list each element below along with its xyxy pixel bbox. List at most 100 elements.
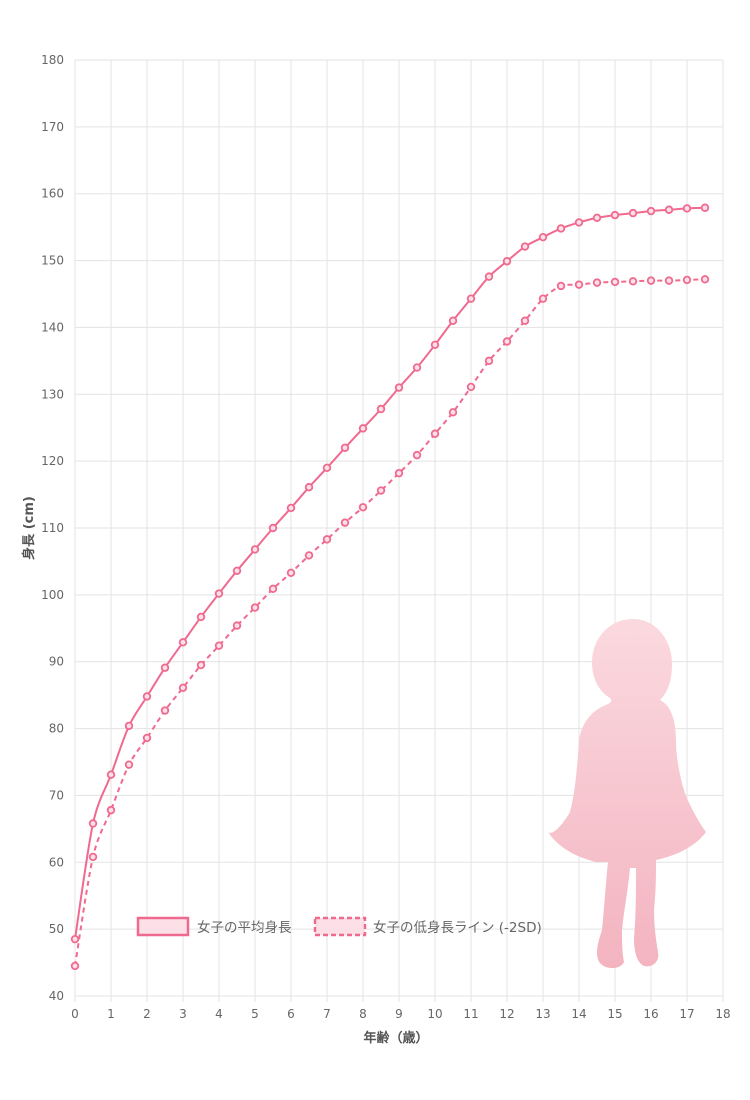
legend-swatch-solid (136, 916, 190, 937)
y-tick-label: 110 (41, 521, 64, 535)
x-axis-title: 年齢（歳） (363, 1030, 428, 1046)
data-point[interactable] (376, 404, 386, 414)
data-point[interactable] (592, 278, 602, 287)
data-point[interactable] (628, 208, 638, 218)
data-point[interactable] (646, 276, 656, 285)
marker-layer (70, 203, 710, 971)
data-point[interactable] (70, 934, 80, 944)
data-point[interactable] (178, 683, 188, 692)
data-point[interactable] (178, 638, 188, 647)
data-point[interactable] (520, 242, 530, 251)
legend-item-low[interactable]: 女子の低身長ライン (-2SD) (313, 916, 542, 937)
data-point[interactable] (142, 692, 152, 701)
y-tick-label: 140 (41, 320, 64, 334)
data-point[interactable] (412, 363, 422, 372)
data-point[interactable] (304, 483, 314, 492)
data-point[interactable] (502, 257, 512, 266)
data-point[interactable] (412, 450, 422, 460)
x-tick-label: 4 (215, 1007, 223, 1021)
data-point[interactable] (430, 340, 440, 350)
data-point[interactable] (376, 486, 386, 495)
legend-item-mean[interactable]: 女子の平均身長 (136, 916, 292, 937)
data-point[interactable] (538, 232, 548, 242)
data-point[interactable] (124, 760, 134, 769)
data-point[interactable] (646, 206, 656, 216)
data-point[interactable] (268, 523, 278, 533)
data-point[interactable] (160, 663, 170, 672)
data-point[interactable] (628, 277, 638, 286)
data-point[interactable] (556, 281, 566, 291)
data-point[interactable] (394, 383, 404, 392)
y-tick-label: 120 (41, 454, 64, 468)
data-point[interactable] (160, 706, 170, 715)
x-tick-label: 12 (499, 1007, 514, 1021)
data-point[interactable] (286, 503, 296, 513)
data-point[interactable] (322, 463, 332, 473)
x-tick-label: 8 (359, 1007, 367, 1021)
data-point[interactable] (142, 733, 152, 743)
girl-silhouette-icon (548, 619, 706, 969)
y-tick-label: 150 (41, 254, 64, 268)
data-point[interactable] (232, 566, 242, 575)
data-point[interactable] (304, 551, 314, 560)
data-point[interactable] (250, 603, 260, 612)
y-tick-label: 130 (41, 387, 64, 401)
data-point[interactable] (340, 443, 350, 452)
data-point[interactable] (70, 961, 80, 971)
data-point[interactable] (268, 584, 278, 594)
y-axis-title: 身長 (cm) (21, 496, 37, 560)
data-point[interactable] (664, 205, 674, 214)
data-point[interactable] (358, 503, 368, 512)
data-point[interactable] (232, 621, 242, 630)
data-point[interactable] (448, 316, 458, 325)
x-tick-label: 6 (287, 1007, 295, 1021)
data-point[interactable] (466, 294, 476, 303)
data-point[interactable] (250, 545, 260, 554)
data-point[interactable] (196, 612, 206, 622)
data-point[interactable] (574, 218, 584, 227)
data-point[interactable] (430, 429, 440, 438)
data-point[interactable] (682, 275, 692, 285)
data-point[interactable] (484, 356, 494, 366)
data-point[interactable] (610, 210, 620, 220)
data-point[interactable] (322, 535, 332, 544)
y-tick-label: 70 (49, 788, 64, 802)
data-point[interactable] (286, 568, 296, 577)
data-point[interactable] (682, 204, 692, 213)
x-tick-label: 18 (715, 1007, 730, 1021)
data-point[interactable] (88, 852, 98, 862)
data-point[interactable] (124, 721, 134, 731)
data-point[interactable] (214, 589, 224, 598)
data-point[interactable] (466, 382, 476, 392)
data-point[interactable] (214, 641, 224, 650)
y-tick-label: 80 (49, 722, 64, 736)
x-tick-label: 16 (643, 1007, 658, 1021)
data-point[interactable] (394, 468, 404, 478)
legend-label-mean: 女子の平均身長 (197, 919, 292, 936)
data-point[interactable] (106, 805, 116, 815)
y-tick-label: 90 (49, 655, 64, 669)
data-point[interactable] (196, 660, 206, 670)
data-point[interactable] (502, 337, 512, 346)
data-point[interactable] (700, 275, 710, 284)
data-point[interactable] (340, 518, 350, 527)
data-point[interactable] (484, 272, 494, 281)
data-point[interactable] (538, 294, 548, 303)
data-point[interactable] (700, 203, 710, 212)
data-point[interactable] (592, 213, 602, 222)
data-point[interactable] (610, 277, 620, 287)
data-point[interactable] (520, 316, 530, 325)
data-point[interactable] (358, 424, 368, 433)
data-point[interactable] (88, 819, 98, 828)
x-tick-label: 5 (251, 1007, 259, 1021)
data-point[interactable] (556, 224, 566, 233)
data-point[interactable] (448, 408, 458, 417)
data-point[interactable] (106, 770, 116, 779)
x-tick-label: 2 (143, 1007, 151, 1021)
x-tick-label: 0 (71, 1007, 79, 1021)
data-point[interactable] (664, 276, 674, 285)
data-point[interactable] (574, 280, 584, 289)
y-tick-label: 100 (41, 588, 64, 602)
